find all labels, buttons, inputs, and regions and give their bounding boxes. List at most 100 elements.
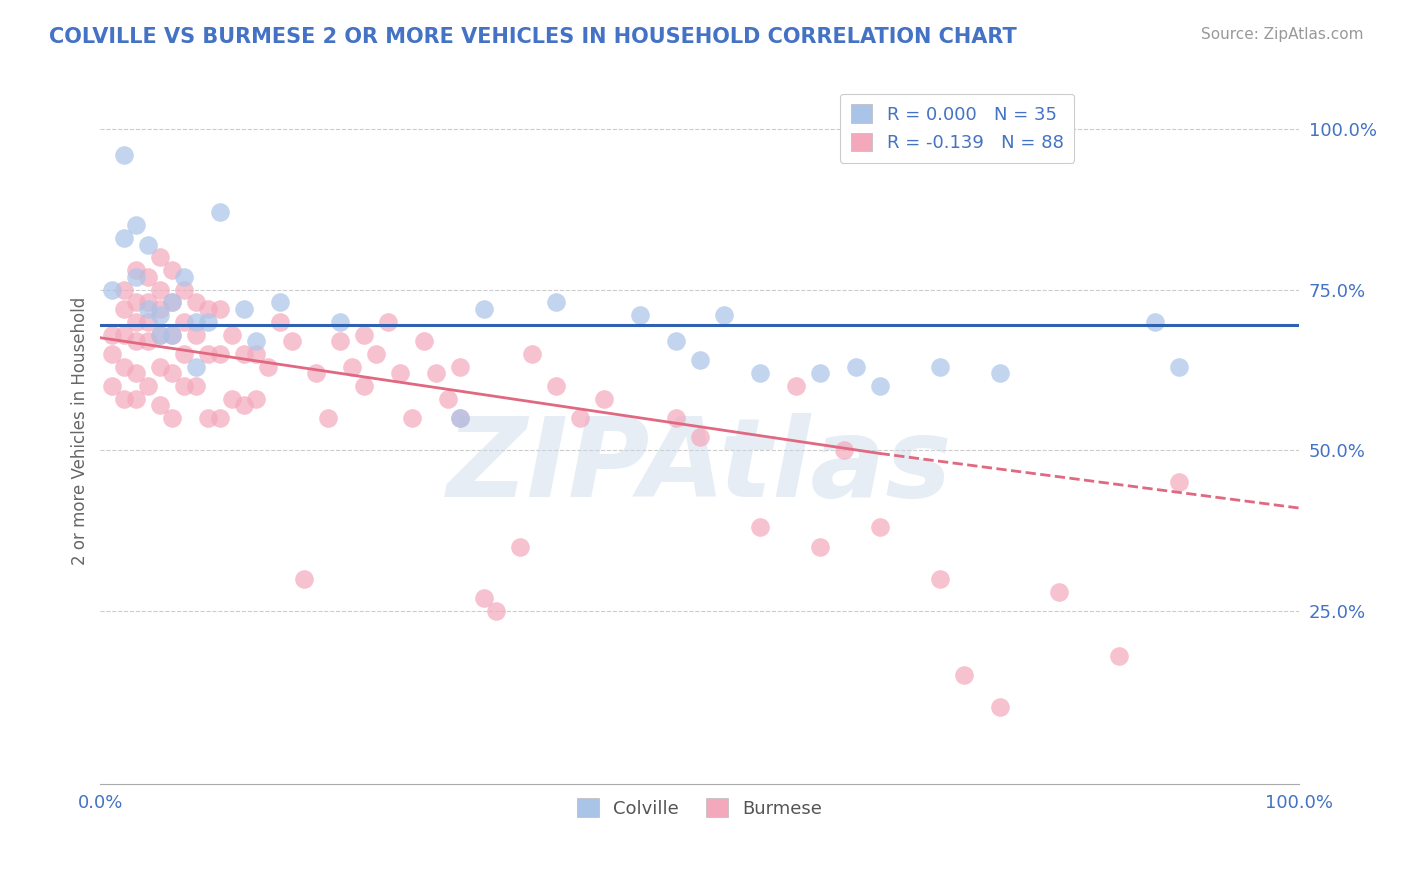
Point: [162, 263, 184, 277]
Point: [173, 315, 195, 329]
Point: [292, 572, 315, 586]
Point: [125, 295, 148, 310]
Point: [136, 315, 159, 329]
Point: [101, 379, 124, 393]
Point: [869, 379, 891, 393]
Point: [125, 315, 148, 329]
Point: [928, 572, 950, 586]
Point: [952, 668, 974, 682]
Point: [149, 327, 172, 342]
Point: [197, 411, 219, 425]
Text: Source: ZipAtlas.com: Source: ZipAtlas.com: [1201, 27, 1364, 42]
Point: [988, 700, 1011, 714]
Point: [449, 359, 471, 374]
Point: [162, 327, 184, 342]
Point: [1108, 648, 1130, 663]
Point: [186, 359, 208, 374]
Point: [329, 334, 352, 348]
Point: [269, 315, 291, 329]
Text: COLVILLE VS BURMESE 2 OR MORE VEHICLES IN HOUSEHOLD CORRELATION CHART: COLVILLE VS BURMESE 2 OR MORE VEHICLES I…: [49, 27, 1017, 46]
Point: [592, 392, 614, 406]
Point: [353, 379, 375, 393]
Point: [125, 219, 148, 233]
Point: [1168, 475, 1191, 490]
Point: [221, 327, 243, 342]
Point: [808, 366, 831, 380]
Point: [245, 392, 267, 406]
Point: [149, 283, 172, 297]
Point: [197, 315, 219, 329]
Point: [329, 315, 352, 329]
Point: [186, 315, 208, 329]
Point: [149, 398, 172, 412]
Point: [112, 231, 135, 245]
Point: [136, 295, 159, 310]
Point: [305, 366, 328, 380]
Point: [112, 392, 135, 406]
Point: [233, 301, 256, 316]
Point: [689, 353, 711, 368]
Point: [413, 334, 436, 348]
Point: [209, 347, 232, 361]
Legend: Colville, Burmese: Colville, Burmese: [569, 791, 830, 825]
Point: [472, 591, 495, 605]
Point: [162, 366, 184, 380]
Point: [162, 411, 184, 425]
Point: [173, 379, 195, 393]
Point: [136, 334, 159, 348]
Point: [136, 237, 159, 252]
Point: [316, 411, 339, 425]
Point: [149, 301, 172, 316]
Point: [353, 327, 375, 342]
Point: [197, 301, 219, 316]
Point: [869, 520, 891, 534]
Point: [785, 379, 807, 393]
Point: [520, 347, 543, 361]
Point: [1049, 584, 1071, 599]
Point: [149, 359, 172, 374]
Point: [748, 520, 770, 534]
Point: [544, 379, 567, 393]
Point: [340, 359, 363, 374]
Point: [377, 315, 399, 329]
Text: ZIPAtlas: ZIPAtlas: [447, 413, 952, 520]
Point: [173, 347, 195, 361]
Point: [173, 283, 195, 297]
Point: [112, 301, 135, 316]
Point: [101, 347, 124, 361]
Point: [748, 366, 770, 380]
Point: [628, 308, 651, 322]
Y-axis label: 2 or more Vehicles in Household: 2 or more Vehicles in Household: [72, 297, 89, 565]
Point: [233, 347, 256, 361]
Point: [472, 301, 495, 316]
Point: [162, 327, 184, 342]
Point: [568, 411, 591, 425]
Point: [389, 366, 412, 380]
Point: [509, 540, 531, 554]
Point: [101, 327, 124, 342]
Point: [544, 295, 567, 310]
Point: [257, 359, 280, 374]
Point: [112, 283, 135, 297]
Point: [988, 366, 1011, 380]
Point: [401, 411, 423, 425]
Point: [136, 301, 159, 316]
Point: [186, 379, 208, 393]
Point: [808, 540, 831, 554]
Point: [425, 366, 447, 380]
Point: [125, 392, 148, 406]
Point: [713, 308, 735, 322]
Point: [364, 347, 387, 361]
Point: [449, 411, 471, 425]
Point: [233, 398, 256, 412]
Point: [665, 411, 688, 425]
Point: [125, 366, 148, 380]
Point: [437, 392, 460, 406]
Point: [125, 263, 148, 277]
Point: [1144, 315, 1167, 329]
Point: [269, 295, 291, 310]
Point: [149, 327, 172, 342]
Point: [149, 308, 172, 322]
Point: [209, 205, 232, 219]
Point: [125, 334, 148, 348]
